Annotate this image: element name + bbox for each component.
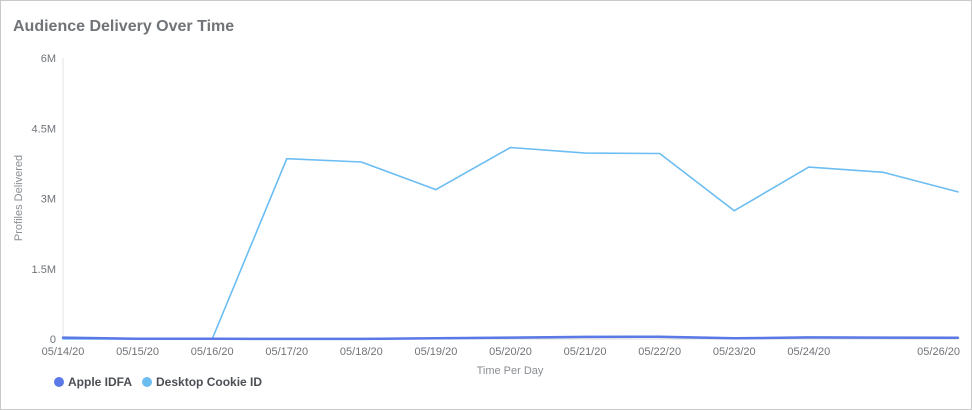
x-tick-label: 05/22/20: [638, 346, 681, 358]
x-tick-label: 05/23/20: [713, 346, 756, 358]
x-axis: 05/14/20 05/15/20 05/16/20 05/17/20 05/18/20…: [42, 338, 960, 358]
y-tick-label: 3M: [41, 194, 56, 206]
x-tick-label: 05/17/20: [265, 346, 308, 358]
x-tick-label: 05/24/20: [787, 346, 830, 358]
legend: Apple IDFA Desktop Cookie ID: [54, 375, 262, 389]
chart-title: Audience Delivery Over Time: [13, 18, 235, 35]
y-axis-label: Profiles Delivered: [13, 155, 25, 241]
x-tick-label: 05/26/20: [917, 346, 960, 358]
legend-label-desktop-cookie-id: Desktop Cookie ID: [156, 375, 263, 389]
y-tick-label: 1.5M: [32, 264, 56, 276]
x-tick-label: 05/15/20: [116, 346, 159, 358]
y-axis: 0 1.5M 3M 4.5M 6M: [32, 53, 64, 346]
series-layer: [61, 146, 960, 341]
series-line-apple-idfa[interactable]: [61, 335, 960, 341]
x-tick-label: 05/16/20: [191, 346, 234, 358]
series-line-desktop-cookie-id[interactable]: [62, 146, 959, 340]
legend-swatch-apple-idfa: [54, 377, 64, 387]
x-tick-label: 05/19/20: [415, 346, 458, 358]
legend-item-desktop-cookie-id[interactable]: Desktop Cookie ID: [142, 375, 262, 389]
legend-swatch-desktop-cookie-id: [142, 377, 153, 387]
x-axis-label: Time Per Day: [477, 365, 544, 377]
legend-label-apple-idfa: Apple IDFA: [68, 375, 133, 389]
x-tick-label: 05/14/20: [42, 346, 85, 358]
legend-item-apple-idfa[interactable]: Apple IDFA: [54, 375, 132, 389]
x-tick-label: 05/21/20: [564, 346, 607, 358]
y-tick-label: 6M: [41, 53, 56, 65]
x-tick-label: 05/18/20: [340, 346, 383, 358]
y-tick-label: 4.5M: [32, 123, 56, 135]
x-tick-label: 05/20/20: [489, 346, 532, 358]
y-tick-label: 0: [50, 334, 56, 346]
